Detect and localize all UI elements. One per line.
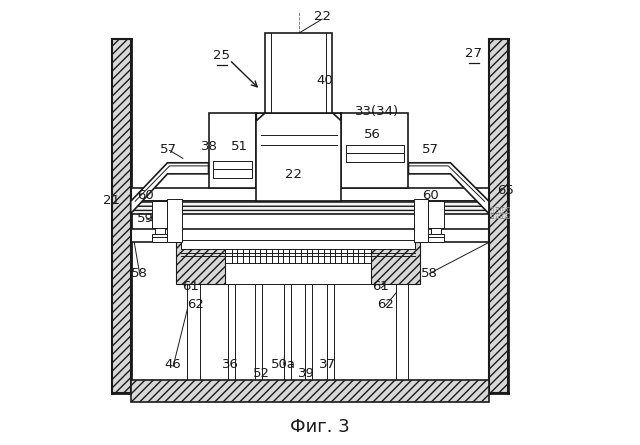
Bar [228, 284, 235, 380]
Text: 21: 21 [103, 194, 120, 207]
Text: 61: 61 [182, 280, 199, 293]
Text: 51: 51 [231, 140, 248, 153]
Bar [112, 39, 131, 393]
Text: 56: 56 [364, 128, 381, 141]
Bar [305, 284, 312, 380]
Bar [327, 284, 334, 380]
Bar [131, 188, 489, 201]
Bar [414, 199, 428, 243]
Bar [255, 284, 262, 380]
Text: 33(34): 33(34) [355, 105, 399, 117]
Text: 58: 58 [131, 267, 148, 280]
Polygon shape [131, 163, 209, 214]
Text: Фиг. 3: Фиг. 3 [290, 418, 350, 436]
Text: 22: 22 [314, 10, 331, 24]
Bar [155, 228, 164, 234]
Bar [428, 201, 444, 228]
Bar [225, 263, 371, 284]
Bar [371, 243, 419, 284]
Bar [489, 39, 508, 393]
Bar [346, 145, 404, 153]
Bar [131, 229, 489, 243]
Polygon shape [408, 163, 489, 214]
Bar [180, 240, 415, 249]
Text: 61: 61 [372, 280, 390, 293]
Bar [257, 113, 341, 201]
Text: 57: 57 [160, 143, 177, 156]
Bar [346, 153, 404, 162]
Bar [152, 234, 168, 243]
Bar [428, 234, 444, 243]
Bar [176, 243, 225, 284]
Text: 65: 65 [497, 184, 514, 197]
Text: 59: 59 [426, 211, 442, 225]
Text: 40: 40 [316, 73, 333, 87]
Text: 39: 39 [298, 367, 315, 380]
Text: 58: 58 [421, 267, 438, 280]
Text: 59: 59 [137, 211, 154, 225]
Bar [396, 284, 408, 380]
Text: 52: 52 [253, 367, 270, 380]
Text: 36: 36 [222, 358, 239, 372]
Text: 37: 37 [319, 358, 335, 372]
Bar [284, 284, 291, 380]
Text: 50a: 50a [271, 358, 296, 372]
Text: 27: 27 [465, 47, 483, 60]
Text: 60: 60 [422, 190, 439, 202]
Bar [213, 169, 252, 178]
Text: 62: 62 [377, 298, 394, 311]
Bar [341, 113, 408, 188]
Bar [431, 228, 441, 234]
Text: 22: 22 [285, 168, 302, 181]
Text: 38: 38 [201, 140, 218, 153]
Bar [168, 199, 182, 243]
Bar [213, 161, 252, 169]
Bar [265, 33, 332, 113]
Text: 60: 60 [137, 190, 154, 202]
Bar [131, 380, 489, 401]
Bar [209, 113, 257, 188]
Text: 62: 62 [187, 298, 204, 311]
Bar [131, 201, 489, 214]
Text: 57: 57 [422, 143, 439, 156]
Text: 46: 46 [165, 358, 182, 372]
Text: 25: 25 [213, 49, 230, 62]
Bar [188, 284, 200, 380]
Bar [152, 201, 168, 228]
